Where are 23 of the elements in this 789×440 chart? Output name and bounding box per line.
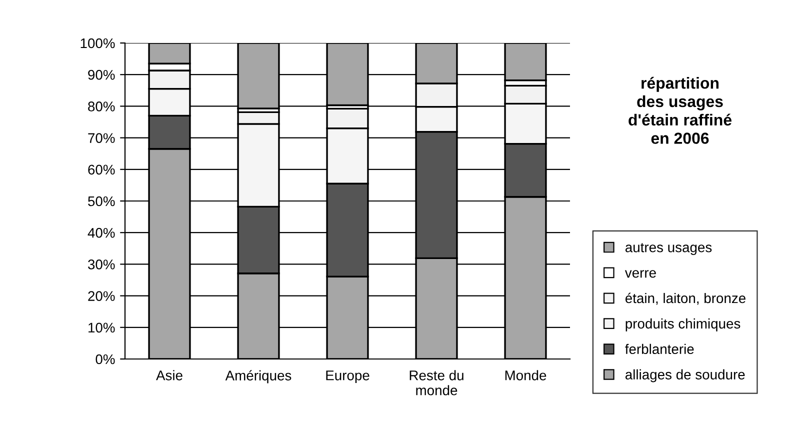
legend-label: étain, laiton, bronze <box>625 292 746 305</box>
y-tick-label: 20% <box>88 291 115 301</box>
legend-label: alliages de soudure <box>625 369 745 382</box>
x-tick-label: Monde <box>505 370 546 380</box>
y-tick-label: 70% <box>88 133 115 143</box>
y-tick-label: 40% <box>88 228 115 238</box>
y-tick-label: 10% <box>88 322 115 333</box>
x-tick-label: Asie <box>156 370 182 380</box>
x-tick-label: Amériques <box>225 370 292 384</box>
y-tick-label: 90% <box>88 70 115 80</box>
x-tick-label: Europe <box>326 370 370 384</box>
y-tick-label: 0% <box>96 354 115 364</box>
text: répartition des usages d'étain raffiné en 2006 <box>628 76 732 144</box>
y-tick-label: 100% <box>80 38 115 48</box>
legend-label: verre <box>624 270 656 278</box>
y-tick-label: 60% <box>88 164 115 175</box>
x-tick-label: Reste du monde <box>410 370 464 396</box>
legend-label: ferblanterie <box>625 344 694 354</box>
legend-label: autres usages <box>625 243 712 256</box>
y-tick-label: 80% <box>88 102 115 112</box>
y-tick-label: 50% <box>88 196 115 206</box>
legend-label: produits chimiques <box>626 318 740 332</box>
y-tick-label: 30% <box>88 260 115 270</box>
